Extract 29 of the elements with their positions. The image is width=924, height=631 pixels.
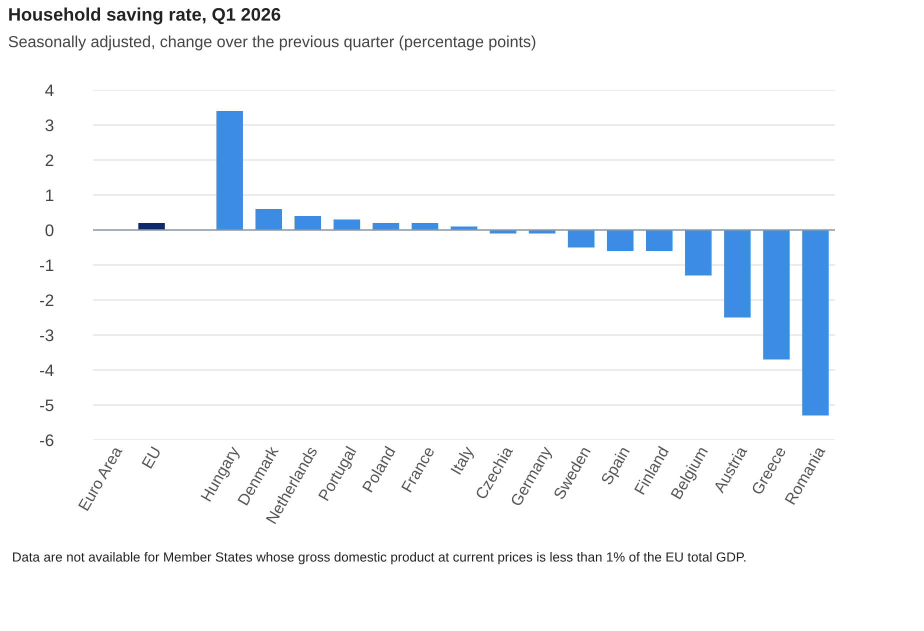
y-tick-label: 0: [45, 224, 54, 236]
y-tick-label: -4: [40, 364, 54, 376]
y-tick-label: -2: [40, 294, 54, 306]
y-tick-label: -5: [40, 400, 54, 412]
bar: [802, 230, 829, 416]
bar: [138, 223, 165, 230]
bar: [646, 230, 673, 251]
bar: [724, 230, 751, 318]
bar: [372, 223, 400, 230]
y-tick-label: -6: [40, 434, 54, 446]
bar: [606, 230, 634, 251]
bar: [334, 220, 360, 230]
x-tick-label: EU: [142, 446, 162, 469]
y-tick-label: 4: [45, 84, 54, 96]
y-tick-label: 3: [45, 119, 54, 132]
y-tick-label: 2: [46, 154, 54, 166]
bar: [255, 209, 282, 230]
bar: [216, 111, 243, 230]
bar: [685, 230, 712, 276]
y-tick-label: -1: [40, 260, 54, 272]
bar: [412, 223, 438, 230]
chart-subtitle: Seasonally adjusted, change over the previous quarter (percentage points): [8, 36, 536, 50]
bar: [568, 230, 594, 248]
chart-title: Household saving rate, Q1 2026: [9, 8, 280, 24]
y-tick-label: -3: [40, 329, 54, 342]
y-tick-label: 1: [46, 190, 54, 202]
bar: [763, 230, 790, 360]
text: Data are not available for Member States whose gross domestic product at current prices is less than 1% of the EU total GDP.: [13, 552, 746, 564]
bar: [294, 216, 322, 230]
